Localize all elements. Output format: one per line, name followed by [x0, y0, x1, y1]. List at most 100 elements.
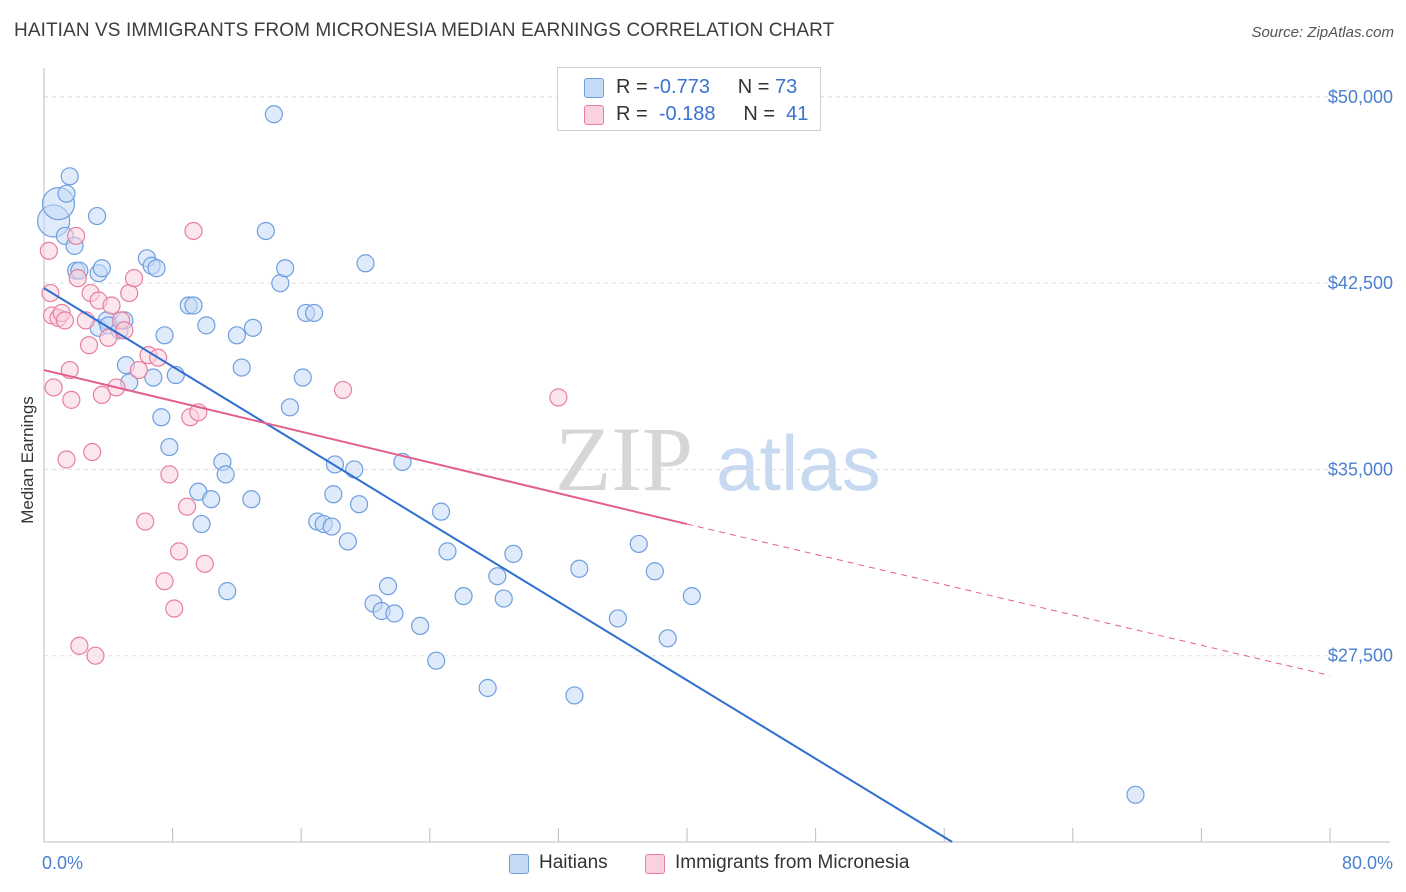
data-point-haitians [608, 609, 627, 628]
legend: R = -0.773 N = 73 R = -0.188 N = 41 [557, 67, 821, 131]
data-point-micronesia [67, 226, 86, 246]
data-point-haitians [478, 678, 497, 698]
bottom-legend-swatch-micronesia [645, 854, 665, 874]
data-point-haitians [338, 532, 357, 551]
data-point-haitians [629, 534, 648, 554]
data-point-micronesia [102, 296, 121, 315]
data-point-haitians [293, 368, 312, 387]
data-point-haitians [322, 517, 341, 536]
data-point-micronesia [83, 442, 102, 462]
data-point-micronesia [169, 542, 189, 561]
trendline-micronesia-extension [686, 523, 1331, 677]
data-point-haitians [144, 368, 163, 387]
data-point-haitians [304, 303, 324, 323]
bottom-legend: Haitians Immigrants from Micronesia [0, 852, 1406, 878]
data-point-haitians [192, 514, 211, 534]
data-point-haitians [87, 206, 107, 226]
data-point-haitians [152, 408, 171, 427]
data-point-micronesia [86, 646, 105, 665]
y-tick-label: $27,500 [1328, 646, 1393, 666]
data-point-haitians [160, 437, 179, 457]
data-point-haitians [216, 465, 235, 484]
data-point-micronesia [165, 599, 184, 618]
legend-n-label: N = [737, 76, 770, 98]
data-point-haitians [147, 259, 166, 278]
data-point-micronesia [549, 388, 568, 407]
data-point-micronesia [333, 380, 353, 400]
data-point-haitians [682, 586, 701, 606]
data-point-micronesia [68, 269, 87, 288]
data-point-micronesia [92, 385, 111, 405]
y-tick-label: $50,000 [1328, 87, 1393, 107]
data-point-haitians [494, 589, 513, 608]
watermark-atlas: atlas [716, 419, 881, 507]
data-point-haitians [324, 485, 343, 504]
data-point-haitians [243, 318, 263, 337]
legend-r-value: -0.188 [658, 103, 716, 125]
data-point-haitians [256, 221, 275, 241]
data-point-micronesia [57, 450, 76, 469]
data-point-haitians [242, 490, 261, 509]
data-point-haitians [60, 167, 79, 186]
legend-r-label: R = [616, 103, 648, 125]
data-point-micronesia [129, 360, 148, 380]
data-point-haitians [385, 604, 404, 623]
data-point-haitians [645, 562, 664, 581]
data-point-micronesia [62, 390, 81, 409]
data-point-haitians [565, 686, 584, 705]
x-tick-label: 80.0% [1342, 853, 1393, 873]
legend-n-value: 73 [775, 76, 798, 98]
data-point-haitians [92, 259, 111, 278]
data-point-haitians [504, 544, 523, 563]
data-point-micronesia [39, 241, 58, 260]
data-point-haitians [349, 495, 369, 514]
data-point-haitians [431, 502, 451, 521]
data-point-haitians [280, 398, 300, 417]
data-point-micronesia [124, 269, 144, 288]
data-point-haitians [1126, 785, 1145, 804]
data-point-haitians [658, 629, 677, 648]
data-point-micronesia [99, 328, 118, 347]
data-point-haitians [218, 582, 237, 601]
data-point-haitians [57, 184, 76, 203]
data-point-micronesia [177, 497, 197, 516]
y-tick-label: $35,000 [1328, 459, 1393, 479]
data-point-micronesia [79, 336, 99, 355]
data-point-haitians [264, 105, 283, 124]
data-point-haitians [184, 296, 203, 315]
data-point-haitians [438, 542, 457, 561]
data-point-haitians [356, 254, 375, 273]
data-point-haitians [378, 577, 398, 596]
data-point-haitians [427, 651, 446, 670]
data-point-haitians [570, 559, 589, 578]
data-point-micronesia [70, 636, 89, 655]
data-point-micronesia [160, 465, 179, 484]
data-point-micronesia [55, 311, 74, 330]
data-point-haitians [276, 259, 295, 278]
bottom-legend-swatch-haitians [509, 854, 529, 874]
data-point-haitians [227, 326, 246, 345]
data-point-micronesia [184, 221, 203, 241]
legend-n-value: 41 [786, 103, 809, 125]
legend-r-label: R = [616, 76, 648, 98]
data-point-haitians [345, 460, 364, 479]
data-point-micronesia [136, 512, 155, 531]
chart-title: HAITIAN VS IMMIGRANTS FROM MICRONESIA ME… [14, 20, 835, 41]
trendline-haitians [43, 287, 953, 843]
trendline-micronesia [43, 369, 688, 526]
data-point-haitians [454, 586, 473, 606]
data-point-haitians [155, 326, 174, 345]
data-point-haitians [197, 316, 216, 335]
data-point-micronesia [195, 554, 214, 573]
legend-r-value: -0.773 [653, 76, 710, 98]
legend-n-label: N = [743, 103, 776, 125]
watermark-zip: ZIP [555, 408, 693, 510]
x-tick-label: 0.0% [42, 853, 83, 873]
data-point-micronesia [155, 572, 174, 591]
data-point-haitians [232, 358, 251, 377]
source-label: Source: ZipAtlas.com [1251, 24, 1394, 41]
data-point-haitians [411, 616, 430, 636]
bottom-legend-label: Immigrants from Micronesia [675, 852, 910, 873]
data-point-haitians [202, 490, 221, 509]
